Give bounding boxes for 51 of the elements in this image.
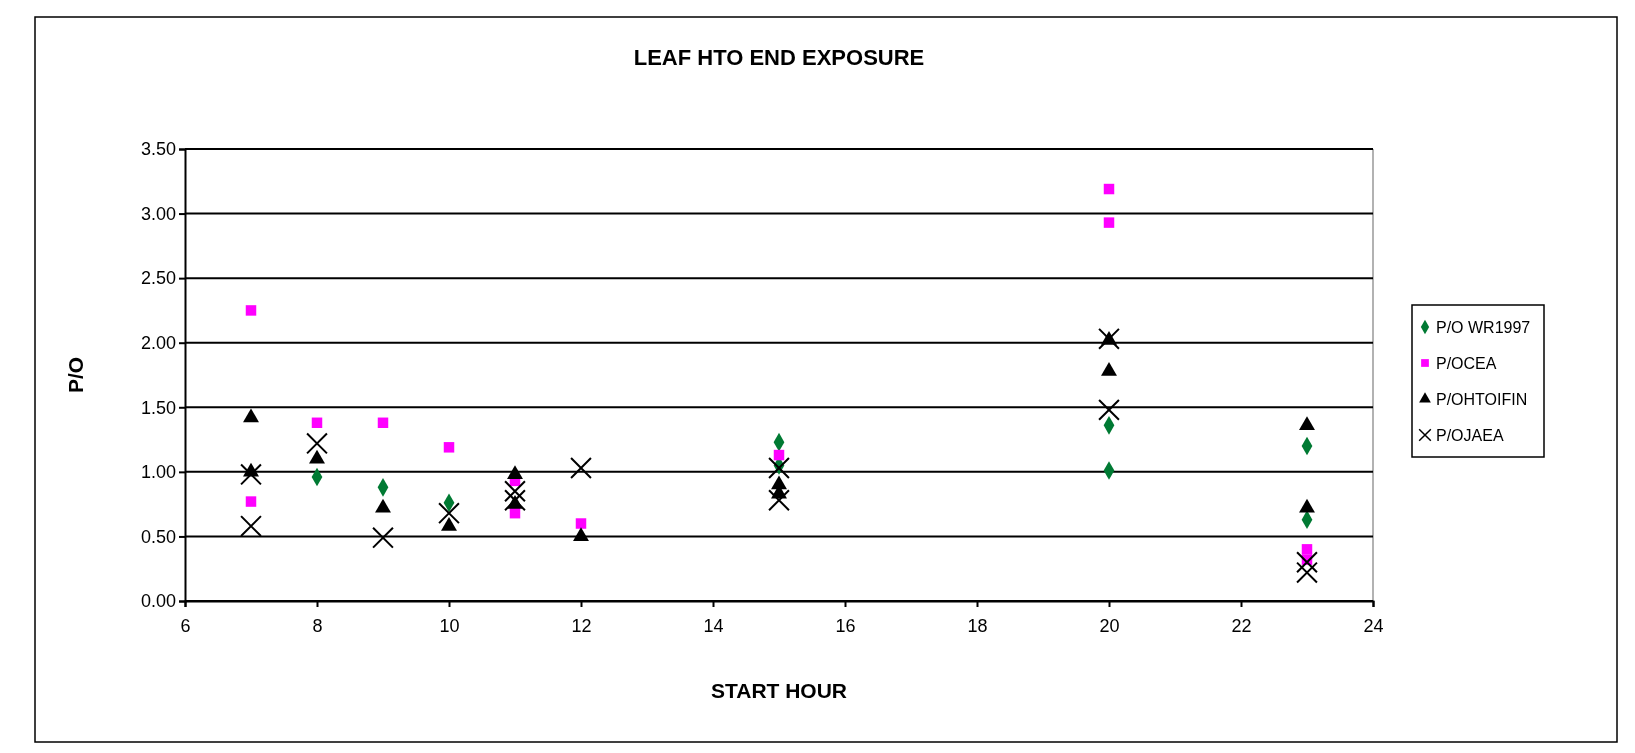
legend-label: P/OCEA <box>1436 355 1497 372</box>
point <box>245 305 257 316</box>
point <box>245 496 257 507</box>
point <box>1103 217 1115 228</box>
point <box>504 489 526 512</box>
y-tick-label: 0.50 <box>140 526 176 547</box>
point <box>1296 551 1318 574</box>
x-tick-label: 6 <box>180 615 191 636</box>
point <box>438 502 460 525</box>
x-tick-label: 20 <box>1099 615 1120 636</box>
legend-label: P/OJAEA <box>1436 427 1504 444</box>
y-axis-title: P/O <box>64 356 87 394</box>
point <box>1301 544 1313 555</box>
point <box>377 417 389 429</box>
x-tick-label: 24 <box>1363 615 1384 636</box>
y-tick-label: 1.00 <box>140 462 176 483</box>
point <box>768 489 790 512</box>
x-tick-label: 8 <box>312 615 323 636</box>
x-tick-label: 14 <box>703 615 724 636</box>
y-tick-label: 1.50 <box>140 397 176 418</box>
point <box>575 518 587 529</box>
y-tick-label: 2.00 <box>140 332 176 353</box>
point <box>773 449 785 461</box>
x-tick-label: 16 <box>835 615 856 636</box>
legend-label: P/OHTOIFIN <box>1436 391 1528 408</box>
point <box>306 432 328 455</box>
y-tick-label: 3.50 <box>140 139 176 160</box>
point <box>570 457 592 479</box>
point <box>1098 398 1120 421</box>
point <box>372 526 394 549</box>
point <box>507 465 523 480</box>
x-tick-label: 10 <box>439 615 460 636</box>
y-tick-label: 0.00 <box>140 591 176 612</box>
point <box>311 417 323 429</box>
point <box>443 442 455 453</box>
point <box>1103 183 1115 195</box>
point <box>504 480 526 503</box>
y-tick-label: 3.00 <box>140 203 176 224</box>
x-tick-label: 22 <box>1231 615 1252 636</box>
x-axis-title: START HOUR <box>710 679 848 702</box>
point <box>240 463 262 486</box>
chart-title: LEAF HTO END EXPOSURE <box>633 45 925 70</box>
y-tick-label: 2.50 <box>140 268 176 289</box>
point <box>1296 561 1318 584</box>
point <box>573 527 589 542</box>
point <box>768 457 790 479</box>
x-tick-label: 18 <box>967 615 988 636</box>
legend-label: P/O WR1997 <box>1436 319 1531 336</box>
point <box>240 515 262 538</box>
x-tick-label: 12 <box>571 615 592 636</box>
point <box>1098 327 1120 350</box>
